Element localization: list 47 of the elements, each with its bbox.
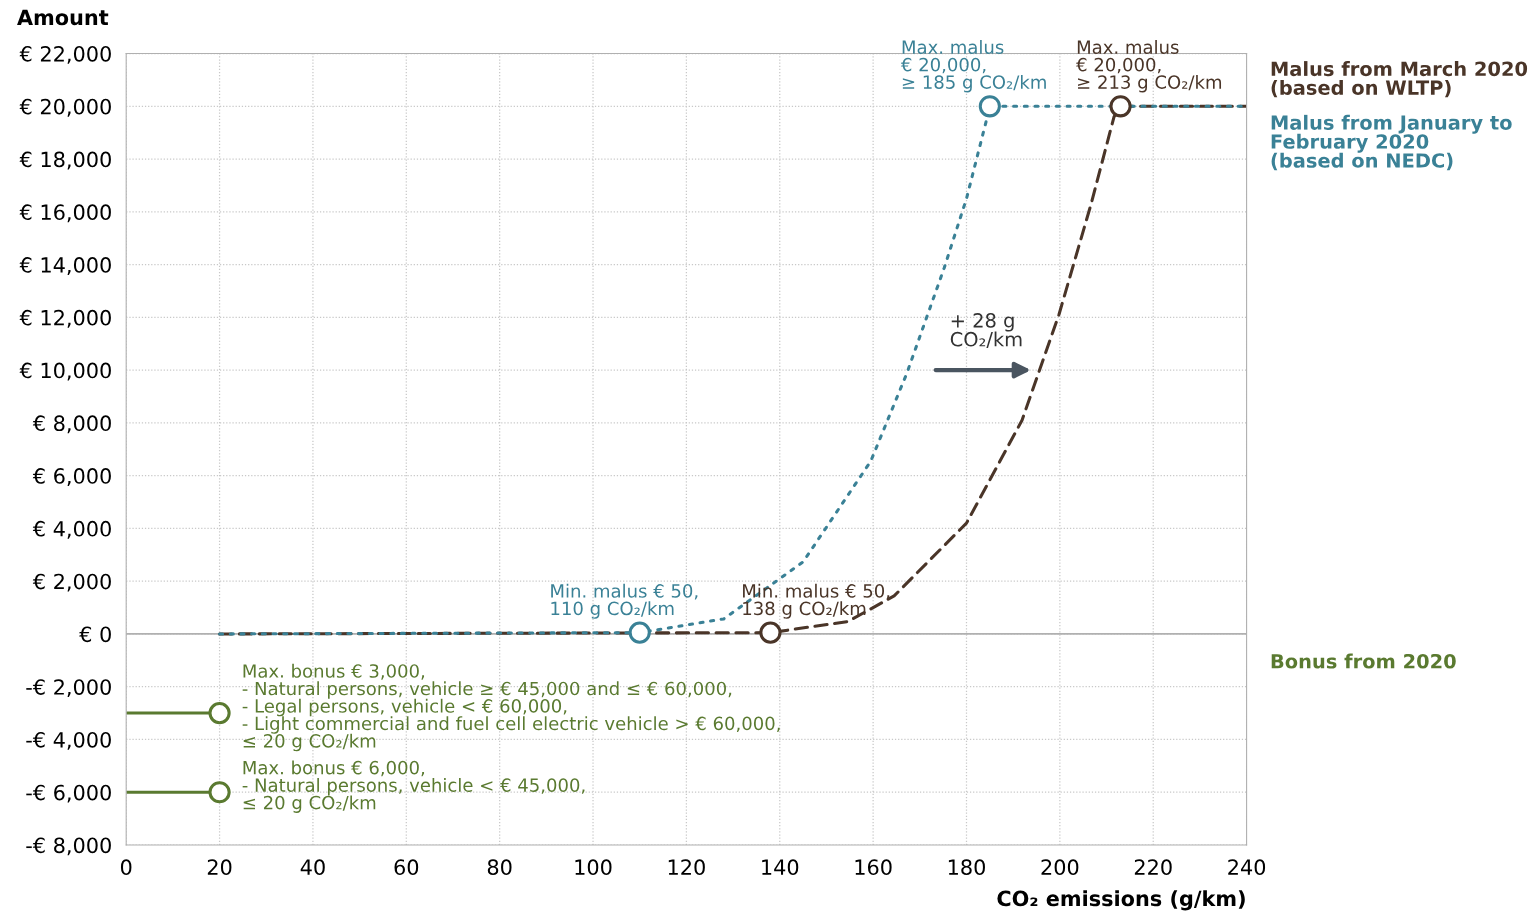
point [759, 621, 782, 644]
y-tick-label: -€ 2,000 [26, 679, 111, 698]
x-tick-label: 0 [120, 859, 132, 876]
y-tick-label: € 0 [79, 626, 111, 643]
y-tick-label: € 12,000 [19, 309, 111, 328]
x-tick-label: 80 [487, 859, 512, 876]
series-label: Malus from January to February 2020 (based on NEDC) [1271, 114, 1512, 171]
annotation: Min. malus € 50, 138 g CO₂/km [743, 583, 890, 619]
point [208, 781, 231, 804]
x-axis-title: CO₂ emissions (g/km) [997, 890, 1245, 911]
y-tick-label: € 20,000 [19, 98, 111, 117]
y-tick-label: € 18,000 [19, 151, 111, 170]
text: Bonus from 2020 [1271, 653, 1456, 669]
x-tick-label: 200 [1041, 859, 1079, 876]
x-tick-label: 180 [948, 859, 985, 876]
series-label: Malus from March 2020 (based on WLTP) [1271, 61, 1528, 98]
y-tick-label: € 6,000 [32, 468, 111, 486]
x-tick-label: 60 [394, 859, 419, 876]
annotation: Max. malus € 20,000, ≥ 213 g CO₂/km [1076, 39, 1222, 93]
x-tick-label: 100 [575, 859, 612, 876]
y-tick-label: € 8,000 [32, 415, 111, 434]
annotation: Max. bonus € 3,000, - Natural persons, vehicle ≥ € 45,000 and ≤ € 60,000, - Legal persons, vehicle < € 60,000, - Light commercial and fuel cell electric vehicle > € 60,000, ≤ 20 g CO₂/km [242, 663, 780, 752]
y-tick-label: -€ 4,000 [26, 731, 111, 750]
y-tick-label: € 4,000 [32, 520, 111, 539]
x-tick-label: 240 [1228, 859, 1266, 876]
x-tick-label: 20 [207, 859, 232, 876]
point [208, 701, 231, 725]
y-tick-label: € 10,000 [19, 362, 111, 381]
x-tick-label: 160 [855, 859, 892, 876]
annotation: Max. bonus € 6,000, - Natural persons, vehicle < € 45,000, ≤ 20 g CO₂/km [242, 760, 585, 813]
y-tick-label: € 22,000 [19, 45, 111, 64]
x-tick-label: 140 [762, 859, 799, 876]
point [1109, 95, 1132, 118]
y-axis-title: Amount [17, 9, 109, 26]
y-tick-label: € 14,000 [19, 257, 111, 275]
point [978, 95, 1001, 118]
y-tick-label: -€ 8,000 [26, 837, 111, 856]
point [628, 621, 651, 644]
x-tick-label: 120 [668, 859, 705, 876]
annotation: Min. malus € 50, 110 g CO₂/km [551, 583, 698, 619]
x-tick-label: 40 [300, 859, 325, 876]
annotation: + 28 g CO₂/km [950, 313, 1022, 349]
y-tick-label: -€ 6,000 [26, 784, 111, 803]
y-tick-label: € 16,000 [19, 204, 111, 223]
annotation: Max. malus € 20,000, ≥ 185 g CO₂/km [900, 39, 1046, 93]
x-tick-label: 220 [1134, 859, 1172, 876]
y-tick-label: € 2,000 [32, 573, 111, 592]
